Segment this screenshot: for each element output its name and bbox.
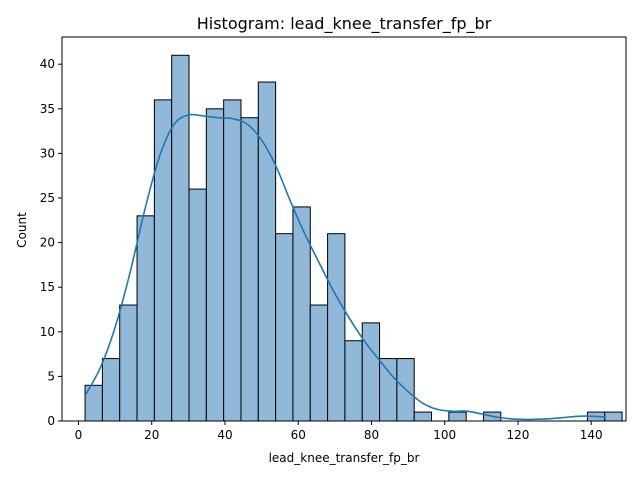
x-tick-label: 80 bbox=[364, 428, 379, 442]
y-tick-label: 40 bbox=[40, 57, 55, 71]
histogram-bar bbox=[205, 108, 225, 422]
histogram-bar bbox=[379, 358, 398, 422]
x-axis: 0 20 40 60 80 100 120 140 bbox=[75, 421, 603, 442]
y-tick-label: 20 bbox=[40, 236, 55, 250]
histogram-bar bbox=[257, 81, 277, 422]
x-tick-label: 0 bbox=[75, 428, 83, 442]
bars-layer bbox=[84, 54, 623, 422]
plot-frame bbox=[61, 36, 627, 422]
x-tick-label: 120 bbox=[507, 428, 530, 442]
histogram-bar bbox=[240, 117, 259, 422]
histogram-bar bbox=[344, 340, 363, 422]
x-tick-label: 100 bbox=[433, 428, 456, 442]
y-tick-label: 15 bbox=[40, 280, 55, 294]
histogram-bar bbox=[361, 322, 381, 422]
histogram-bar bbox=[604, 411, 623, 422]
x-tick-label: 140 bbox=[580, 428, 603, 442]
y-tick-label: 5 bbox=[47, 369, 55, 383]
y-axis-label: Count bbox=[15, 212, 29, 248]
y-tick-label: 25 bbox=[40, 191, 55, 205]
x-axis-label: lead_knee_transfer_fp_br bbox=[269, 451, 420, 465]
histogram-bar bbox=[119, 304, 138, 422]
x-tick-label: 20 bbox=[144, 428, 159, 442]
x-tick-label: 40 bbox=[217, 428, 232, 442]
histogram-bar bbox=[413, 411, 433, 422]
kde-line bbox=[85, 113, 606, 421]
histogram-bar bbox=[223, 99, 242, 422]
histogram-bar bbox=[188, 188, 207, 422]
histogram-bar bbox=[448, 411, 467, 422]
y-tick-label: 35 bbox=[40, 102, 55, 116]
kde-layer bbox=[85, 113, 606, 421]
x-tick-label: 60 bbox=[291, 428, 306, 442]
histogram-bar bbox=[101, 358, 121, 422]
histogram-bar bbox=[327, 233, 346, 422]
histogram-bar bbox=[136, 215, 155, 422]
histogram-bar bbox=[309, 304, 329, 422]
chart-title: Histogram: lead_knee_transfer_fp_br bbox=[197, 14, 492, 34]
y-axis: 0 5 10 15 20 25 30 35 40 bbox=[40, 57, 62, 428]
y-tick-label: 30 bbox=[40, 146, 55, 160]
y-tick-label: 0 bbox=[47, 414, 55, 428]
y-tick-label: 10 bbox=[40, 325, 55, 339]
histogram-bar bbox=[171, 54, 190, 422]
histogram-bar bbox=[275, 233, 294, 422]
